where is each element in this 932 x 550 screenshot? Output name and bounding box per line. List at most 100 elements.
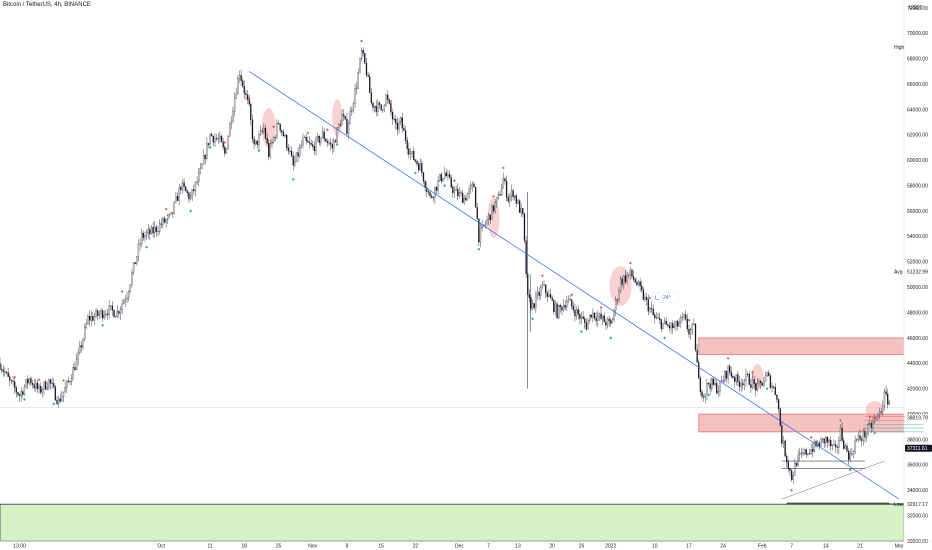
candle-body	[435, 186, 438, 191]
candle-body	[678, 322, 680, 327]
candle-body	[764, 375, 767, 382]
candle-body	[496, 197, 498, 203]
candle-body	[729, 365, 731, 373]
candle-body	[62, 391, 65, 397]
candle-body	[805, 449, 807, 455]
candle-body	[183, 182, 185, 187]
signal-marker	[599, 306, 603, 309]
candle-body	[145, 232, 148, 236]
candle-body	[746, 373, 749, 375]
currency-label: USDT	[909, 5, 923, 11]
candle-body	[869, 423, 871, 425]
candle-body	[43, 381, 45, 390]
candle-body	[579, 314, 581, 319]
signal-marker	[23, 398, 26, 401]
candle-body	[647, 299, 649, 312]
candle-body	[686, 318, 689, 330]
candle-body	[724, 371, 726, 382]
candle-body	[777, 399, 780, 409]
candle-body	[722, 380, 724, 382]
signal-marker	[726, 356, 730, 360]
candle-body	[471, 183, 474, 186]
candle-body	[826, 436, 829, 443]
candle-body	[501, 187, 503, 196]
signal-marker	[628, 261, 632, 265]
candle-body	[28, 378, 30, 384]
signal-marker	[291, 177, 295, 181]
candle-body	[360, 50, 363, 59]
signal-marker	[306, 131, 310, 135]
candle-body	[222, 141, 224, 148]
candle-body	[367, 74, 369, 77]
candle-body	[7, 372, 9, 377]
candle-body	[530, 297, 532, 309]
candle-body	[25, 379, 27, 387]
candle-body	[595, 317, 597, 321]
candle-body	[657, 317, 659, 319]
candle-body	[825, 436, 827, 444]
candle-body	[74, 367, 76, 371]
candle-body	[137, 244, 140, 257]
candle-body	[395, 119, 397, 124]
trendline[interactable]	[249, 71, 900, 500]
candle-body	[10, 380, 13, 382]
candle-body	[450, 177, 452, 188]
candle-body	[326, 141, 329, 143]
candle-body	[828, 439, 830, 443]
candle-body	[237, 78, 239, 95]
candle-body	[411, 151, 413, 154]
candle-body	[795, 463, 798, 466]
price-axis[interactable]: 30000.00 32000.00 34000.00 36000.00 38000.00…	[903, 0, 932, 550]
candle-body	[590, 314, 592, 318]
candle-body	[641, 285, 643, 290]
signal-marker	[325, 128, 329, 132]
candle-body	[546, 292, 548, 297]
candle-body	[803, 449, 806, 454]
x-tick-label: 17	[686, 544, 692, 550]
candle-body	[672, 323, 674, 329]
candle-body	[623, 275, 625, 285]
candle-body	[18, 394, 21, 397]
candle-body	[255, 140, 257, 145]
candle-body	[442, 178, 444, 182]
candle-body	[224, 146, 226, 154]
candle-body	[165, 219, 167, 223]
candle-body	[149, 229, 151, 235]
candle-body	[587, 320, 589, 330]
trendline-segment	[249, 71, 900, 500]
candle-body	[689, 329, 692, 335]
candle-body	[769, 375, 772, 388]
candle-body	[531, 303, 534, 309]
candle-body	[509, 195, 511, 202]
candle-body	[246, 94, 249, 100]
candle-body	[416, 161, 418, 165]
candle-body	[626, 275, 628, 282]
candle-body	[755, 383, 757, 391]
candle-body	[473, 183, 475, 188]
candle-body	[347, 123, 350, 134]
candle-body	[362, 50, 364, 54]
candle-body	[274, 136, 276, 138]
candle-body	[768, 372, 770, 376]
candle-body	[227, 136, 229, 149]
candle-body	[398, 121, 400, 130]
candle-body	[199, 168, 201, 174]
candle-body	[637, 281, 640, 285]
candle-body	[512, 190, 514, 198]
candle-body	[175, 196, 177, 203]
time-axis[interactable]: 13:00 Oct 11 18 25 Nov 8 15 22 Dec 7 13 20 26 2022 10 17…	[0, 540, 932, 550]
candle-body	[390, 103, 392, 113]
candle-body	[313, 145, 316, 152]
candle-body	[2, 369, 4, 372]
candle-body	[419, 163, 421, 171]
candle-body	[116, 311, 118, 317]
candle-body	[784, 440, 786, 457]
candle-body	[302, 137, 304, 146]
candle-body	[240, 75, 242, 81]
y-tick-label: 68000.00	[907, 57, 928, 63]
candle-body	[733, 377, 736, 382]
y-tick-label: 70000.00	[907, 31, 928, 37]
signal-marker	[663, 336, 666, 340]
candle-body	[12, 380, 14, 382]
